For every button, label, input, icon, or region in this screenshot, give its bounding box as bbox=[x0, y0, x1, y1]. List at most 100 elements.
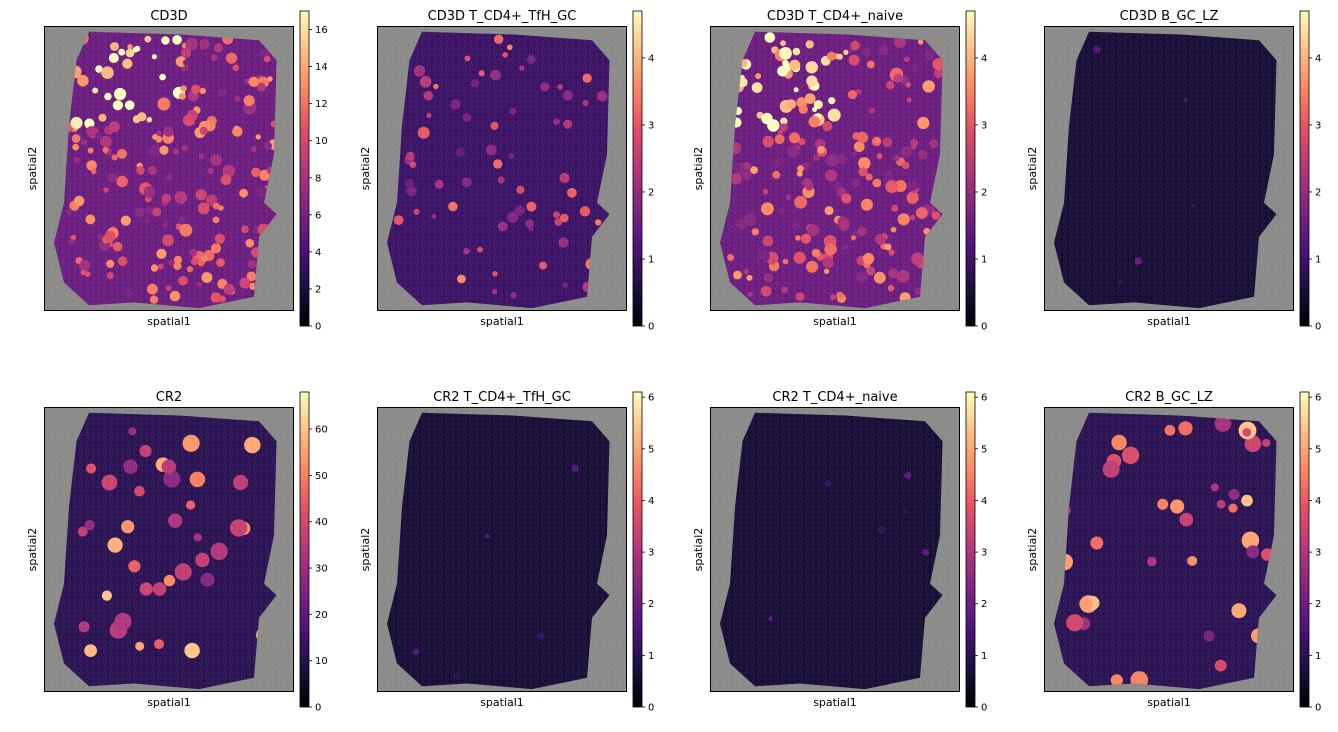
colorbar-tick-label: 8 bbox=[315, 173, 321, 184]
spatial-panel: CD3D B_GC_LZ spatial1 spatial2 0 1 2 3 4 bbox=[1026, 9, 1321, 333]
spot-outline-grid bbox=[387, 31, 610, 309]
x-axis-label: spatial1 bbox=[813, 315, 857, 328]
colorbar-tick-label: 1 bbox=[648, 651, 654, 662]
x-axis-label: spatial1 bbox=[1147, 315, 1191, 328]
spot-outline-grid bbox=[387, 412, 610, 690]
colorbar-tick-label: 2 bbox=[648, 187, 654, 198]
panel-title: CR2 B_GC_LZ bbox=[1125, 390, 1213, 405]
tissue-spots bbox=[1054, 412, 1277, 690]
panel-title: CD3D B_GC_LZ bbox=[1120, 9, 1219, 24]
tissue-spots bbox=[387, 412, 610, 690]
colorbar-tick-label: 0 bbox=[1315, 322, 1321, 333]
spatial-panel: CD3D spatial1 spatial2 0 2 4 6 8 10 12 14 16 bbox=[26, 9, 328, 333]
colorbar-tick-label: 4 bbox=[315, 247, 321, 258]
colorbar bbox=[965, 10, 976, 327]
colorbar-tick-label: 10 bbox=[315, 656, 328, 667]
tissue-spots bbox=[720, 412, 943, 690]
tissue-spots bbox=[387, 31, 610, 309]
y-axis-label: spatial2 bbox=[692, 147, 705, 191]
colorbar bbox=[632, 10, 643, 327]
colorbar-tick-label: 0 bbox=[648, 322, 654, 333]
axes-frame bbox=[377, 407, 627, 692]
y-axis-label: spatial2 bbox=[26, 528, 39, 572]
panel-title: CD3D bbox=[150, 9, 187, 24]
colorbar-tick-label: 20 bbox=[315, 610, 328, 621]
colorbar-tick-label: 2 bbox=[648, 599, 654, 610]
x-axis-label: spatial1 bbox=[147, 315, 191, 328]
colorbar-tick-label: 12 bbox=[315, 99, 328, 110]
colorbar-tick-label: 2 bbox=[1315, 599, 1321, 610]
colorbar-tick-label: 2 bbox=[981, 599, 987, 610]
axes-frame bbox=[377, 26, 627, 311]
y-axis-label: spatial2 bbox=[1026, 147, 1039, 191]
spatial-panel: CD3D T_CD4+_TfH_GC spatial1 spatial2 0 1 2 3 4 bbox=[359, 9, 654, 333]
colorbar-tick-label: 3 bbox=[648, 548, 654, 559]
colorbar-tick-label: 6 bbox=[981, 393, 987, 404]
panel-title: CD3D T_CD4+_TfH_GC bbox=[428, 9, 577, 24]
colorbar-tick-label: 6 bbox=[1315, 393, 1321, 404]
tissue-spots bbox=[54, 412, 277, 690]
tissue-spots bbox=[54, 31, 277, 309]
spot-outline-grid bbox=[54, 31, 277, 309]
colorbar bbox=[965, 391, 976, 708]
y-axis-label: spatial2 bbox=[26, 147, 39, 191]
colorbar bbox=[299, 10, 310, 327]
colorbar-tick-label: 0 bbox=[981, 322, 987, 333]
colorbar-tick-label: 14 bbox=[315, 62, 328, 73]
spot-outline-grid bbox=[1054, 412, 1277, 690]
colorbar-tick-label: 1 bbox=[1315, 254, 1321, 265]
colorbar-tick-label: 40 bbox=[315, 517, 328, 528]
x-axis-label: spatial1 bbox=[813, 696, 857, 709]
colorbar-tick-label: 0 bbox=[648, 703, 654, 714]
colorbar-tick-label: 5 bbox=[981, 444, 987, 455]
colorbar-tick-label: 5 bbox=[1315, 444, 1321, 455]
colorbar-tick-label: 1 bbox=[648, 254, 654, 265]
colorbar-tick-label: 4 bbox=[1315, 53, 1321, 64]
colorbar-tick-label: 4 bbox=[981, 53, 987, 64]
colorbar-tick-label: 2 bbox=[981, 187, 987, 198]
colorbar-tick-label: 4 bbox=[981, 496, 987, 507]
colorbar-tick-label: 4 bbox=[648, 53, 654, 64]
spatial-panel: CR2 T_CD4+_naive spatial1 spatial2 0 1 2 3 4 5 6 bbox=[692, 390, 987, 714]
spatial-panel: CR2 B_GC_LZ spatial1 spatial2 0 1 2 3 4 5 6 bbox=[1026, 390, 1321, 714]
colorbar-tick-label: 4 bbox=[1315, 496, 1321, 507]
panel-title: CD3D T_CD4+_naive bbox=[767, 9, 903, 24]
colorbar-tick-label: 0 bbox=[315, 703, 321, 714]
tissue-spots bbox=[1054, 31, 1277, 309]
colorbar-tick-label: 3 bbox=[1315, 120, 1321, 131]
colorbar-tick-label: 5 bbox=[648, 444, 654, 455]
spot-outline-grid bbox=[54, 412, 277, 690]
colorbar bbox=[632, 391, 643, 708]
spot-outline-grid bbox=[720, 31, 943, 309]
colorbar-tick-label: 16 bbox=[315, 25, 328, 36]
y-axis-label: spatial2 bbox=[692, 528, 705, 572]
tissue-spots bbox=[720, 31, 943, 309]
x-axis-label: spatial1 bbox=[1147, 696, 1191, 709]
colorbar bbox=[299, 391, 310, 708]
spatial-panel: CD3D T_CD4+_naive spatial1 spatial2 0 1 2 3 4 bbox=[692, 9, 987, 333]
spot-outline-grid bbox=[720, 412, 943, 690]
colorbar-tick-label: 1 bbox=[981, 254, 987, 265]
colorbar-tick-label: 4 bbox=[648, 496, 654, 507]
axes-frame bbox=[710, 407, 960, 692]
colorbar-tick-label: 3 bbox=[648, 120, 654, 131]
colorbar-tick-label: 3 bbox=[981, 548, 987, 559]
colorbar-tick-label: 60 bbox=[315, 425, 328, 436]
y-axis-label: spatial2 bbox=[359, 528, 372, 572]
panel-title: CR2 bbox=[156, 390, 182, 405]
colorbar-tick-label: 3 bbox=[1315, 548, 1321, 559]
axes-frame bbox=[44, 407, 294, 692]
colorbar-tick-label: 1 bbox=[1315, 651, 1321, 662]
spatial-panel: CR2 T_CD4+_TfH_GC spatial1 spatial2 0 1 2 3 4 5 6 bbox=[359, 390, 654, 714]
colorbar bbox=[1299, 10, 1310, 327]
colorbar-tick-label: 1 bbox=[981, 651, 987, 662]
x-axis-label: spatial1 bbox=[480, 315, 524, 328]
y-axis-label: spatial2 bbox=[1026, 528, 1039, 572]
axes-frame bbox=[1044, 407, 1294, 692]
colorbar-tick-label: 6 bbox=[315, 210, 321, 221]
colorbar-tick-label: 0 bbox=[1315, 703, 1321, 714]
colorbar-tick-label: 6 bbox=[648, 393, 654, 404]
y-axis-label: spatial2 bbox=[359, 147, 372, 191]
colorbar bbox=[1299, 391, 1310, 708]
